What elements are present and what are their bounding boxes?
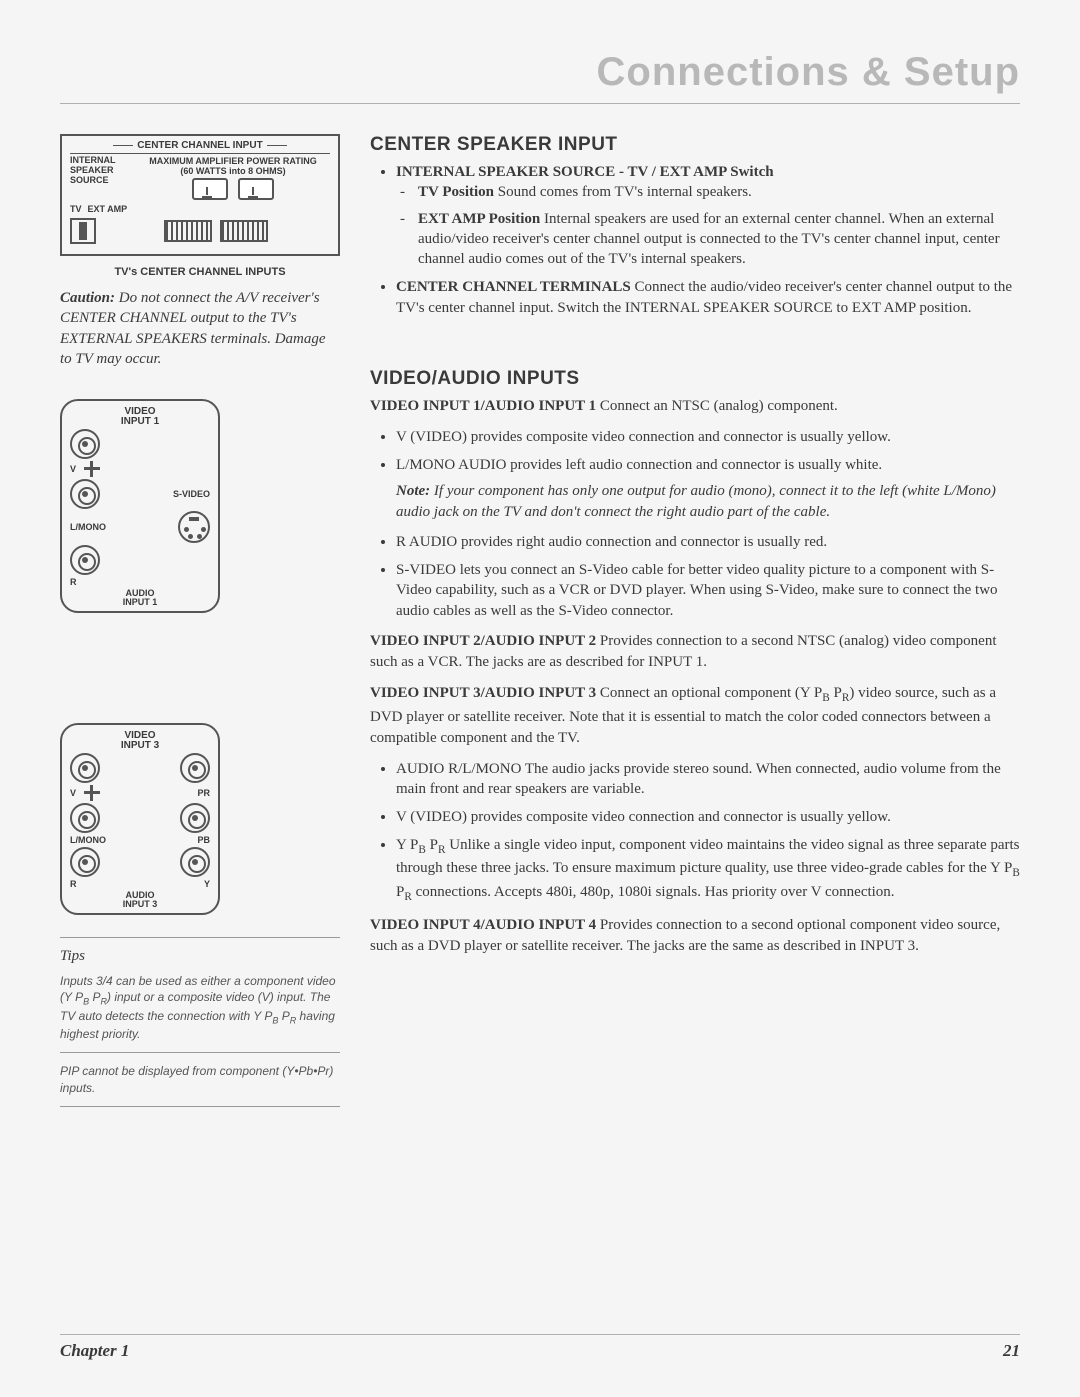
caution-text: Caution: Do not connect the A/V receiver… [60, 288, 340, 369]
dash1-text: Sound comes from TV's internal speakers. [494, 184, 752, 200]
item1-lead: INTERNAL SPEAKER SOURCE - TV / EXT AMP S… [396, 164, 774, 180]
list-item: L/MONO AUDIO provides left audio connect… [396, 455, 1020, 522]
caution-label: Caution: [60, 290, 115, 306]
diag3-pr: PR [197, 788, 210, 798]
list-item: V (VIDEO) provides composite video conne… [396, 807, 1020, 827]
speaker-grill-icon [220, 220, 268, 242]
diag3-y: Y [204, 879, 210, 889]
tips-section: Tips Inputs 3/4 can be used as either a … [60, 937, 340, 1107]
diag2-top2: INPUT 1 [121, 416, 159, 427]
video-input4-para: VIDEO INPUT 4/AUDIO INPUT 4 Provides con… [370, 915, 1020, 957]
dash1-lead: TV Position [418, 184, 494, 200]
jack-icon [180, 803, 210, 833]
diag1-ext-label: EXT AMP [88, 204, 128, 214]
item2-lead: CENTER CHANNEL TERMINALS [396, 279, 631, 295]
video-input1-para: VIDEO INPUT 1/AUDIO INPUT 1 Connect an N… [370, 396, 1020, 417]
list-item: R AUDIO provides right audio connection … [396, 532, 1020, 552]
cross-icon [84, 461, 100, 477]
note-text: Note: If your component has only one out… [396, 481, 1020, 522]
list-item: V (VIDEO) provides composite video conne… [396, 427, 1020, 447]
video-input2-para: VIDEO INPUT 2/AUDIO INPUT 2 Provides con… [370, 631, 1020, 673]
diag1-internal-l3: SOURCE [70, 176, 130, 186]
center-channel-diagram: CENTER CHANNEL INPUT INTERNAL SPEAKER SO… [60, 134, 340, 256]
list-item: CENTER CHANNEL TERMINALS Connect the aud… [396, 277, 1020, 318]
diag2-lmono: L/MONO [70, 522, 106, 532]
cross-icon [84, 785, 100, 801]
diag3-lmono: L/MONO [70, 835, 106, 845]
diag1-tv-label: TV [70, 204, 82, 214]
terminal-icon [192, 178, 228, 200]
diag2-bot2: INPUT 1 [123, 597, 158, 607]
svideo-icon [178, 511, 210, 543]
list-item: S-VIDEO lets you connect an S-Video cabl… [396, 560, 1020, 621]
tips-p1: Inputs 3/4 can be used as either a compo… [60, 973, 340, 1042]
diag3-v: V [70, 788, 76, 798]
list-item: INTERNAL SPEAKER SOURCE - TV / EXT AMP S… [396, 162, 1020, 269]
page-title: Connections & Setup [60, 50, 1020, 104]
tips-p2: PIP cannot be displayed from component (… [60, 1063, 340, 1095]
left-column: CENTER CHANNEL INPUT INTERNAL SPEAKER SO… [60, 134, 340, 1117]
right-column: CENTER SPEAKER INPUT INTERNAL SPEAKER SO… [370, 134, 1020, 1117]
diag1-top-label: CENTER CHANNEL INPUT [137, 140, 262, 151]
jack-icon [70, 429, 100, 459]
diag3-top2: INPUT 3 [121, 740, 159, 751]
diag2-v: V [70, 464, 76, 474]
list-item: TV Position Sound comes from TV's intern… [418, 182, 1020, 202]
diag1-caption: TV's CENTER CHANNEL INPUTS [60, 266, 340, 278]
diag2-r: R [70, 577, 77, 587]
diag3-r: R [70, 879, 77, 889]
jack-icon [180, 753, 210, 783]
diag3-bot2: INPUT 3 [123, 899, 158, 909]
diag3-pb: PB [197, 835, 210, 845]
center-speaker-heading: CENTER SPEAKER INPUT [370, 134, 1020, 156]
jack-icon [70, 847, 100, 877]
list-item: EXT AMP Position Internal speakers are u… [418, 209, 1020, 270]
tips-title: Tips [60, 948, 340, 965]
list-item: AUDIO R/L/MONO The audio jacks provide s… [396, 759, 1020, 800]
list-item: Y PB PR Unlike a single video input, com… [396, 835, 1020, 905]
page-number: 21 [1003, 1341, 1020, 1361]
speaker-grill-icon [164, 220, 212, 242]
jack-icon [70, 803, 100, 833]
chapter-label: Chapter 1 [60, 1341, 129, 1361]
video-audio-heading: VIDEO/AUDIO INPUTS [370, 368, 1020, 390]
video-input3-diagram: VIDEOINPUT 3 VPR L/MONOPB RY AUDIOINPUT … [60, 723, 220, 915]
dash2-lead: EXT AMP Position [418, 211, 540, 227]
jack-icon [70, 753, 100, 783]
diag1-rating1: MAXIMUM AMPLIFIER POWER RATING [136, 156, 330, 166]
jack-icon [180, 847, 210, 877]
video-input1-diagram: VIDEOINPUT 1 V S-VIDEO L/MONO R AUDIOINP… [60, 399, 220, 613]
jack-icon [70, 479, 100, 509]
switch-icon [70, 218, 96, 244]
video-input3-para: VIDEO INPUT 3/AUDIO INPUT 3 Connect an o… [370, 683, 1020, 749]
jack-icon [70, 545, 100, 575]
diag2-svideo-label: S-VIDEO [173, 489, 210, 499]
page-footer: Chapter 1 21 [60, 1334, 1020, 1361]
diag1-rating2: (60 WATTS into 8 OHMS) [136, 166, 330, 176]
terminal-icon [238, 178, 274, 200]
